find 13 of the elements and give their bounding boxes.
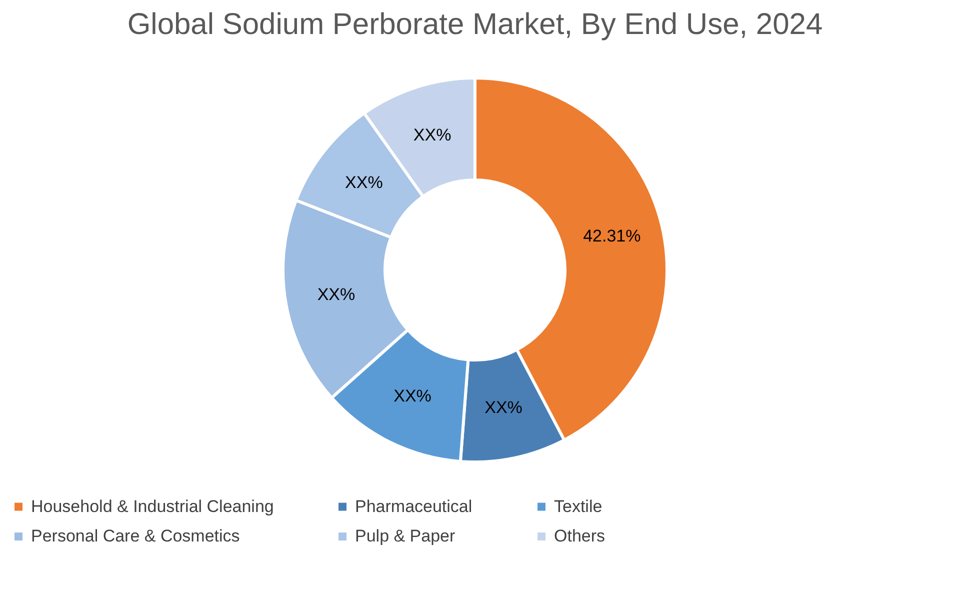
data-label: XX% <box>413 126 452 145</box>
data-label: XX% <box>317 285 356 304</box>
legend-label: Others <box>554 526 606 546</box>
legend-label: Pulp & Paper <box>355 526 456 546</box>
legend-label: Textile <box>554 496 602 516</box>
data-label: 42.31% <box>583 226 641 246</box>
legend-label: Pharmaceutical <box>355 496 472 516</box>
legend-label: Personal Care & Cosmetics <box>31 526 240 546</box>
chart-title: Global Sodium Perborate Market, By End Use, 2024 <box>127 8 823 41</box>
data-label: XX% <box>484 398 522 418</box>
legend-label: Household & Industrial Cleaning <box>31 496 274 516</box>
data-label: XX% <box>394 386 432 406</box>
data-label: XX% <box>345 173 383 192</box>
